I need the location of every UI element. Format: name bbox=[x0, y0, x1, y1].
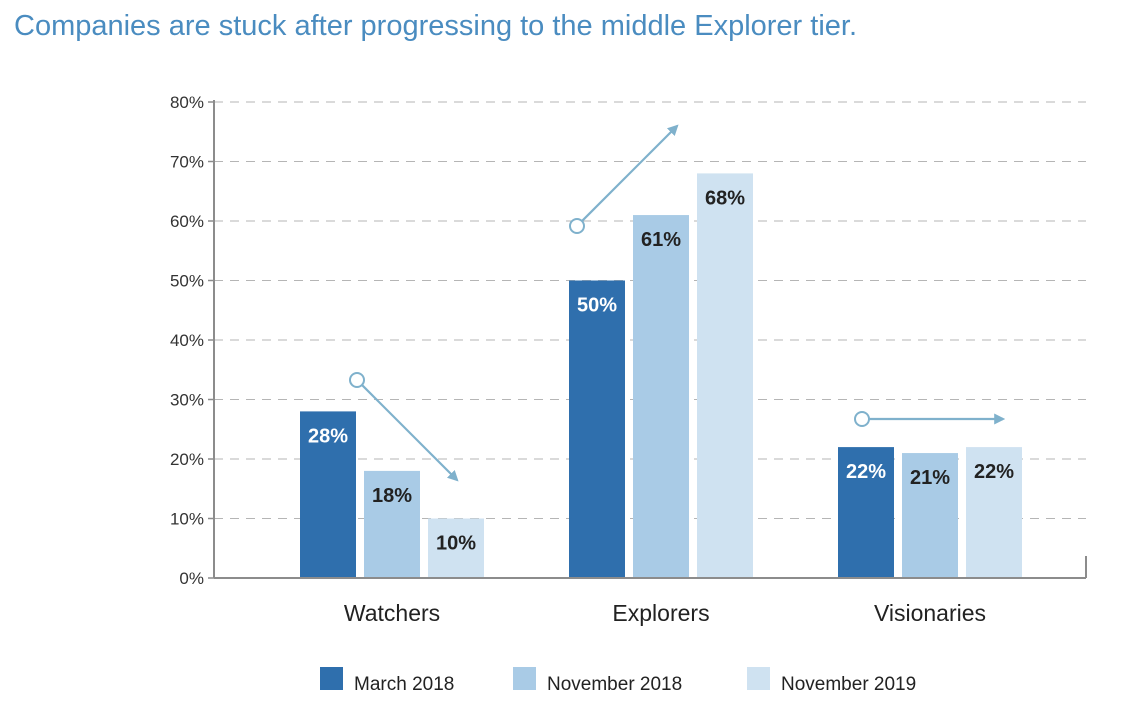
legend-swatch bbox=[747, 667, 770, 690]
data-labels: 28% 50% 22% 18% 61% 21% 10% 68% 22% bbox=[308, 187, 1014, 554]
legend-label: November 2019 bbox=[781, 674, 916, 695]
data-label: 22% bbox=[974, 461, 1014, 483]
legend-swatch bbox=[513, 667, 536, 690]
trend-arrow-up bbox=[569, 124, 679, 234]
data-label: 28% bbox=[308, 425, 348, 447]
data-label: 18% bbox=[372, 485, 412, 507]
bar-watchers-2 bbox=[428, 518, 484, 578]
y-tick-label: 10% bbox=[170, 510, 204, 529]
y-tick-label: 70% bbox=[170, 153, 204, 172]
y-tick-label: 80% bbox=[170, 93, 204, 112]
y-tick-label: 20% bbox=[170, 450, 204, 469]
trend-arrow-start-circle bbox=[854, 411, 870, 427]
trend-arrow-line bbox=[361, 384, 459, 482]
trend-arrow-line bbox=[581, 124, 679, 222]
category-label: Watchers bbox=[344, 600, 440, 626]
y-tick-label: 30% bbox=[170, 391, 204, 410]
category-label: Explorers bbox=[612, 600, 709, 626]
legend: March 2018 November 2018 November 2019 bbox=[320, 667, 916, 695]
data-label: 10% bbox=[436, 533, 476, 555]
legend-label: March 2018 bbox=[354, 674, 454, 695]
y-tick-label: 40% bbox=[170, 331, 204, 350]
data-label: 61% bbox=[641, 229, 681, 251]
y-tick-label: 50% bbox=[170, 272, 204, 291]
bar-visionaries-1 bbox=[902, 453, 958, 578]
bar-explorers-0 bbox=[569, 280, 625, 578]
bar-explorers-2 bbox=[697, 173, 753, 578]
bar-watchers-1 bbox=[364, 470, 420, 578]
bar-watchers-0 bbox=[300, 411, 356, 578]
legend-label: November 2018 bbox=[547, 674, 682, 695]
trend-arrow-start-circle bbox=[569, 218, 585, 234]
axes bbox=[213, 100, 1087, 579]
bars bbox=[300, 173, 1022, 579]
data-label: 68% bbox=[705, 187, 745, 209]
bar-visionaries-2 bbox=[966, 447, 1022, 578]
legend-item: November 2018 bbox=[513, 667, 682, 695]
trend-arrows bbox=[349, 124, 1006, 482]
y-tick-label: 0% bbox=[179, 569, 204, 588]
trend-arrow-flat bbox=[854, 411, 1006, 427]
legend-item: November 2019 bbox=[747, 667, 916, 695]
bar-visionaries-0 bbox=[838, 447, 894, 578]
legend-swatch bbox=[320, 667, 343, 690]
data-label: 21% bbox=[910, 467, 950, 489]
legend-item: March 2018 bbox=[320, 667, 454, 695]
chart-title: Companies are stuck after progressing to… bbox=[14, 10, 858, 42]
y-tick-label: 60% bbox=[170, 212, 204, 231]
category-labels: Watchers Explorers Visionaries bbox=[344, 600, 986, 626]
category-label: Visionaries bbox=[874, 600, 986, 626]
data-label: 22% bbox=[846, 461, 886, 483]
trend-arrow-start-circle bbox=[349, 372, 365, 388]
trend-arrow-down bbox=[349, 372, 459, 482]
data-label: 50% bbox=[577, 295, 617, 317]
y-axis-ticks: 0% 10% 20% 30% 40% 50% 60% 70% 80% bbox=[170, 93, 214, 588]
bar-explorers-1 bbox=[633, 215, 689, 579]
